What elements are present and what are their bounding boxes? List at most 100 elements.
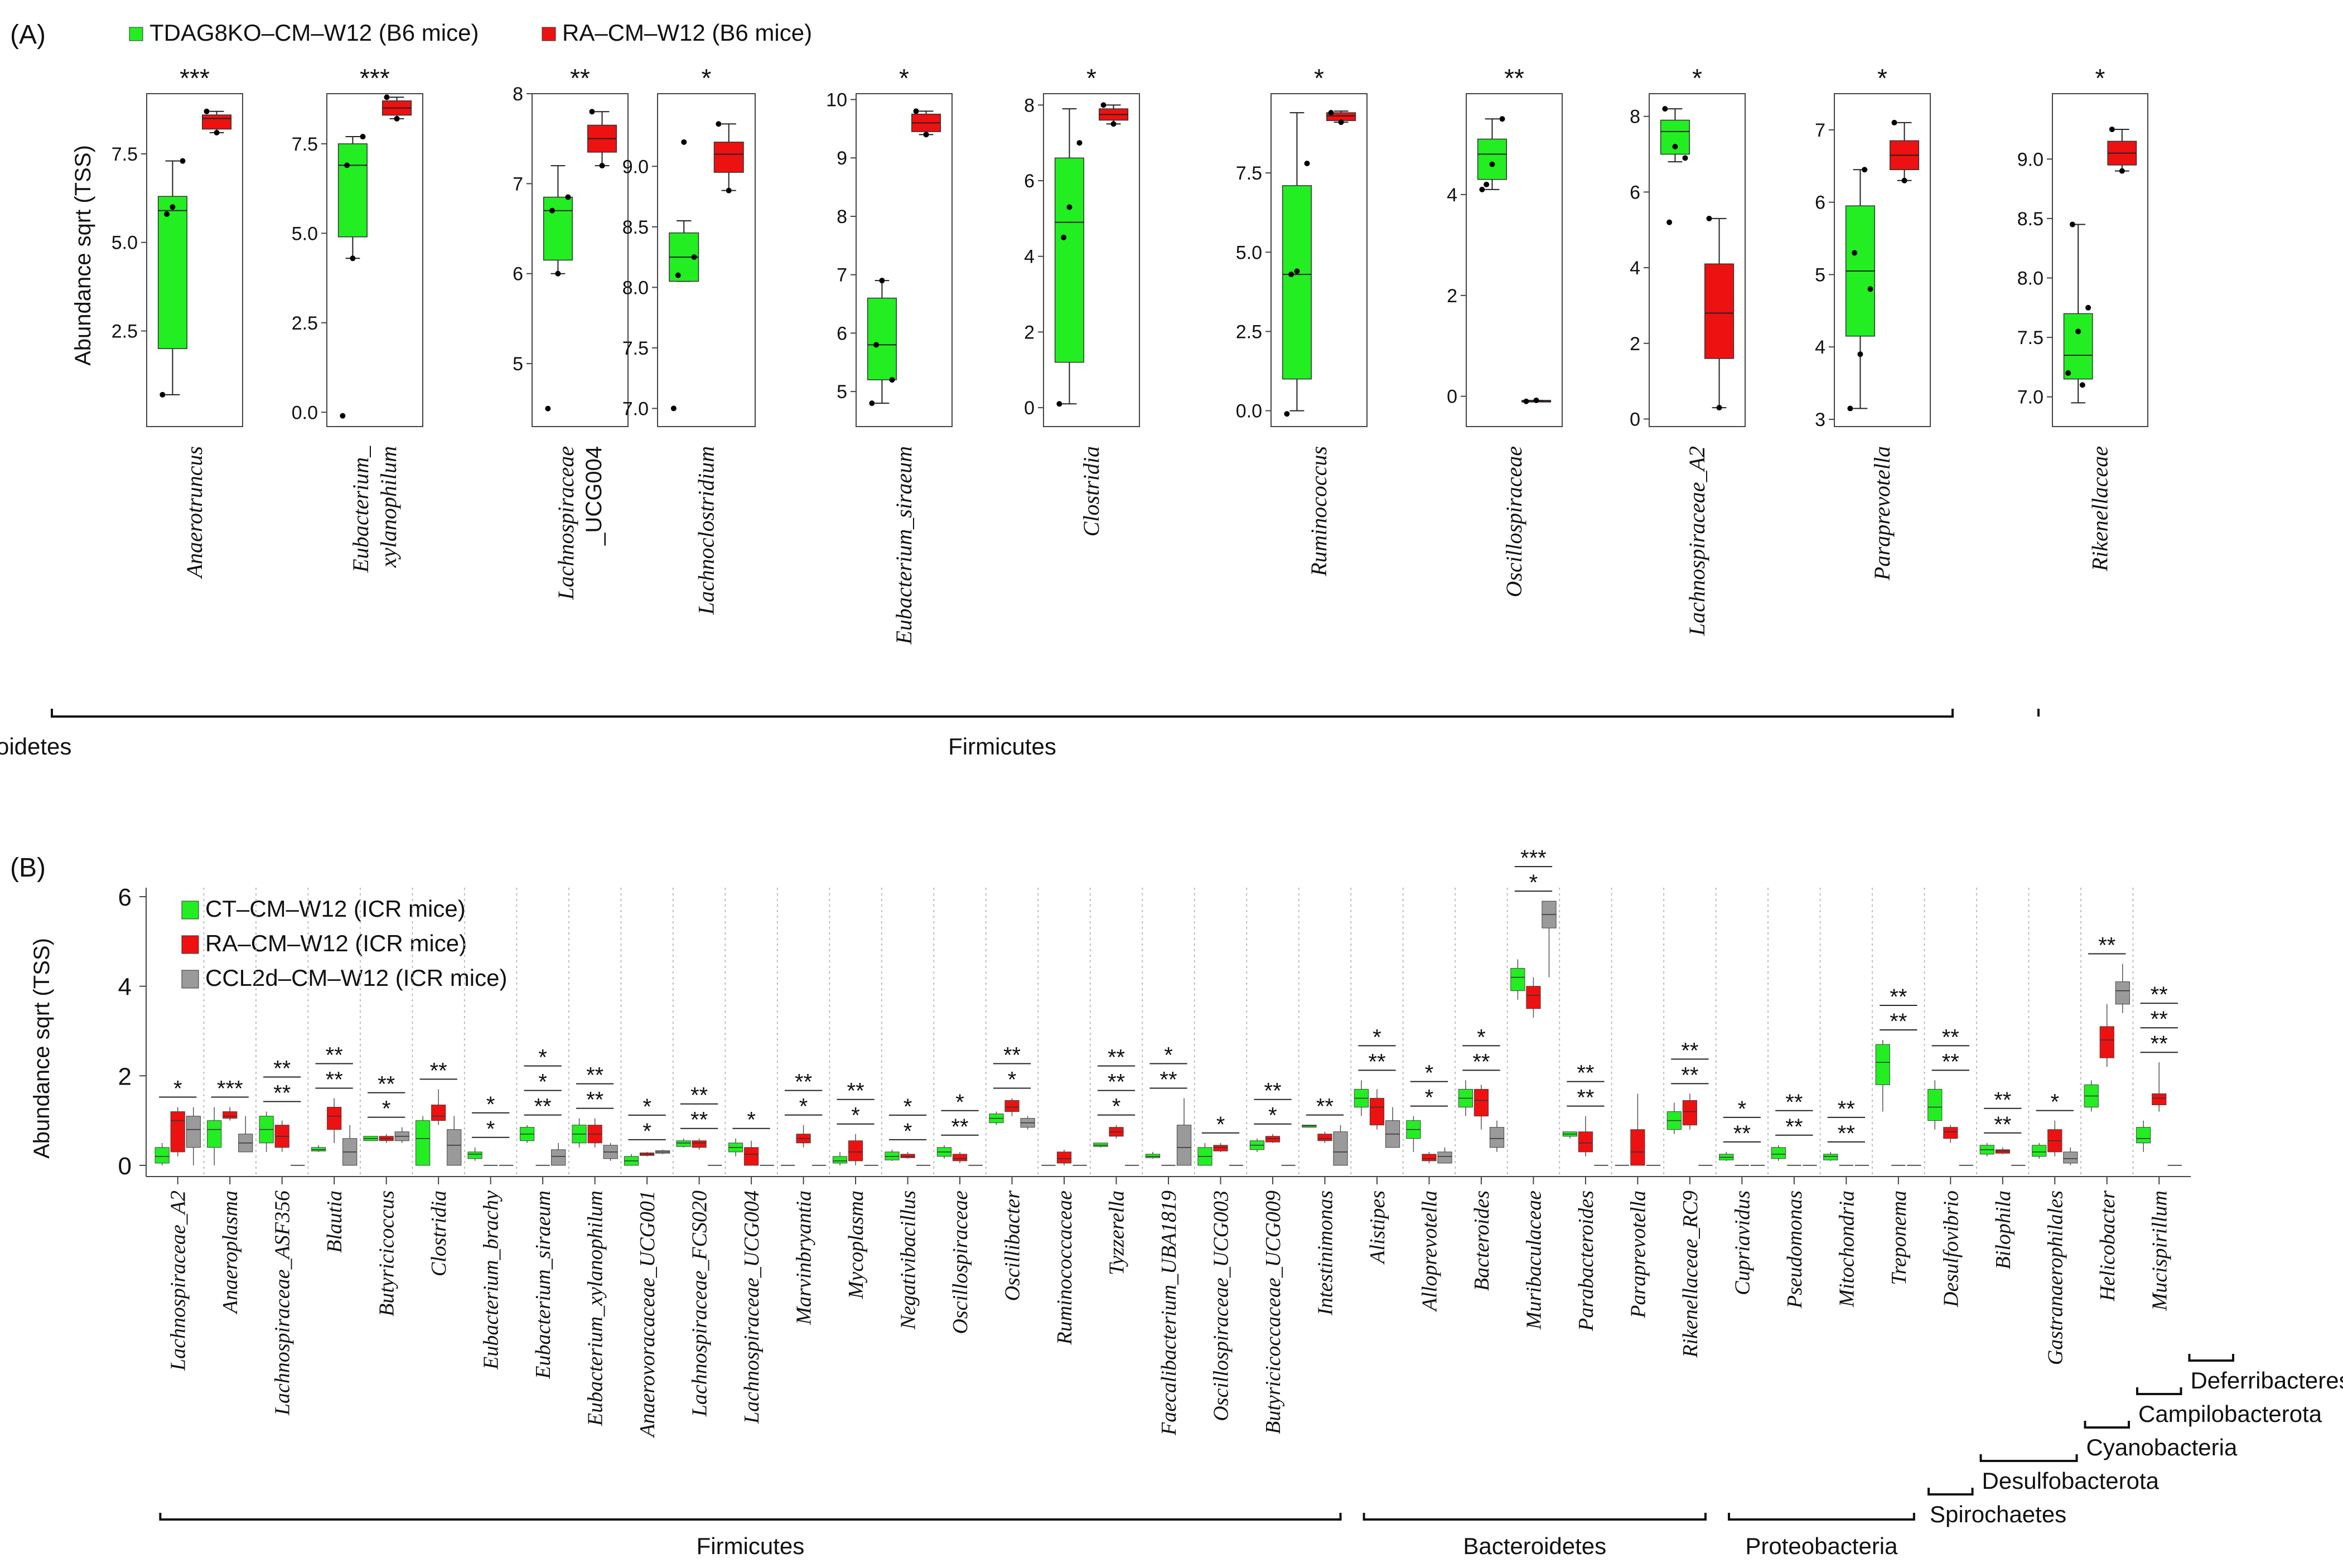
data-point-a [1110, 121, 1117, 127]
data-point-a [1682, 155, 1688, 161]
group-b-13: *** Mycoplasma [832, 888, 882, 1299]
box-b-1 [1317, 1134, 1332, 1141]
box-a-0 [337, 143, 368, 238]
subplot-a-frame [1466, 93, 1563, 427]
box-b-2 [1437, 1151, 1452, 1164]
box-b-1 [1369, 1097, 1385, 1126]
box-b-1 [1056, 1151, 1072, 1164]
taxon-label-a: Lachnoclostridium [694, 446, 719, 615]
taxon-label-a: Lachnospiraceae [553, 446, 578, 601]
group-b-34: **** Desulfovibrio [1927, 888, 1978, 1308]
sig-text-b: ** [378, 1072, 395, 1097]
data-point-a [2069, 221, 2075, 228]
group-b-22: ** Intestinimonas [1302, 888, 1352, 1316]
data-point-a [1672, 143, 1678, 149]
taxon-label-b: Pseudomonas [1783, 1190, 1806, 1309]
data-point-a [1484, 181, 1490, 187]
y-tick-label-a: 7.0 [622, 398, 649, 419]
data-point-a [681, 139, 687, 145]
taxon-label-b: Alloprevotella [1418, 1190, 1441, 1313]
sig-text-b: ** [273, 1057, 291, 1081]
y-tick-label-a: 5.0 [112, 233, 138, 254]
box-b-1 [1526, 986, 1541, 1009]
taxon-label-b: Faecalibacterium_UBA1819 [1157, 1190, 1181, 1436]
group-b-35: **** Bilophila [1979, 888, 2030, 1269]
sig-text-b: ** [1785, 1115, 1803, 1139]
box-b-0 [1145, 1154, 1161, 1158]
y-tick-label-a: 8 [513, 84, 523, 105]
subplot-a-frame [657, 93, 756, 427]
box-b-0 [207, 1120, 222, 1148]
sig-text-b: ** [1838, 1097, 1855, 1121]
data-point-a [1076, 140, 1083, 146]
box-b-1 [223, 1111, 238, 1119]
box-b-1 [1995, 1149, 2010, 1154]
taxon-label-b: Butyricicoccaceae_UCG009 [1262, 1190, 1285, 1434]
box-b-1 [1578, 1131, 1593, 1153]
data-point-a [180, 158, 186, 164]
data-point-a [1706, 215, 1712, 221]
significance-a: *** [360, 64, 390, 93]
y-tick-label-a: 0 [1447, 386, 1457, 408]
y-tick-label-a: 0 [1024, 398, 1035, 419]
box-b-0 [885, 1151, 900, 1160]
taxon-label-b: Tyzzerella [1105, 1190, 1129, 1275]
data-point-a [869, 400, 875, 406]
subplot-a-7: 0 2 4 ** Oscillospiraceae [1447, 64, 1563, 597]
panel-b-ylabel: Abundance sqrt (TSS) [30, 938, 54, 1159]
sig-text-b: ** [326, 1043, 343, 1067]
taxon-label-b: Blautia [323, 1190, 346, 1253]
box-a-0 [2063, 313, 2093, 380]
subplot-a-frame [326, 93, 423, 427]
y-tick-label-a: 6 [1024, 171, 1035, 192]
subplot-a-frame [1043, 93, 1140, 427]
y-tick-label-a: 6 [513, 264, 523, 285]
sig-text-b: ** [1994, 1112, 2011, 1137]
data-point-a [545, 405, 551, 412]
taxon-label-b: Oscillibacter [1001, 1190, 1025, 1301]
y-tick-label-a: 8.5 [2017, 209, 2044, 230]
subplot-a-0: 2.5 5.0 7.5 *** Anaerotruncus [112, 64, 243, 579]
y-tick-label-a: 9.0 [622, 156, 649, 177]
taxon-label-b: Ruminococcaceae [1053, 1190, 1076, 1346]
box-a-0 [1054, 157, 1084, 363]
group-b-30: *** Cupriavidus [1719, 888, 1769, 1295]
box-b-1 [1943, 1127, 1958, 1139]
taxon-label-a: xylanophilum [376, 446, 401, 568]
taxon-label-b: Bacteroides [1470, 1190, 1494, 1291]
sig-text-b: ** [690, 1108, 708, 1133]
box-b-0 [676, 1140, 691, 1147]
sig-text-b: * [1425, 1061, 1434, 1086]
significance-a: ** [1504, 64, 1524, 93]
data-point-a [1100, 102, 1107, 108]
data-point-a [1061, 234, 1067, 240]
significance-a: * [1086, 64, 1096, 93]
box-b-0 [2032, 1145, 2047, 1157]
group-b-24: ** Alloprevotella [1406, 888, 1456, 1313]
sig-text-b: * [955, 1090, 964, 1115]
box-b-1 [2152, 1093, 2167, 1106]
sig-text-b: * [486, 1117, 495, 1141]
y-tick-label-a: 6 [1815, 192, 1825, 214]
data-point-a [923, 132, 929, 138]
box-b-2 [1176, 1125, 1192, 1166]
panel-a-ylabel: Abundance sqrt (TSS) [71, 145, 95, 366]
box-b-2 [186, 1116, 201, 1148]
subplot-a-8: 0 2 4 6 8 * Lachnospiraceae_A2 [1630, 64, 1746, 636]
y-tick-label-b: 0 [118, 1153, 132, 1180]
taxon-label-b: Mycoplasma [844, 1190, 868, 1299]
group-b-3: **** Blautia [311, 888, 361, 1253]
data-point-a [879, 278, 885, 284]
y-tick-label-a: 2 [1630, 333, 1640, 355]
sig-text-b: ** [430, 1058, 447, 1083]
phylum-bracket-stair [2136, 1387, 2182, 1395]
taxon-label-b: Eubacterium_brachy [480, 1190, 503, 1370]
sig-text-b: ** [2151, 983, 2168, 1007]
phylum-bracket-stair [1979, 1454, 2078, 1462]
sig-text-b: * [382, 1097, 391, 1121]
phylum-label-stair: Desulfobacterota [1982, 1468, 2160, 1494]
y-tick-label-a: 0 [1630, 409, 1640, 430]
group-b-33: **** Treponema [1875, 888, 1925, 1285]
